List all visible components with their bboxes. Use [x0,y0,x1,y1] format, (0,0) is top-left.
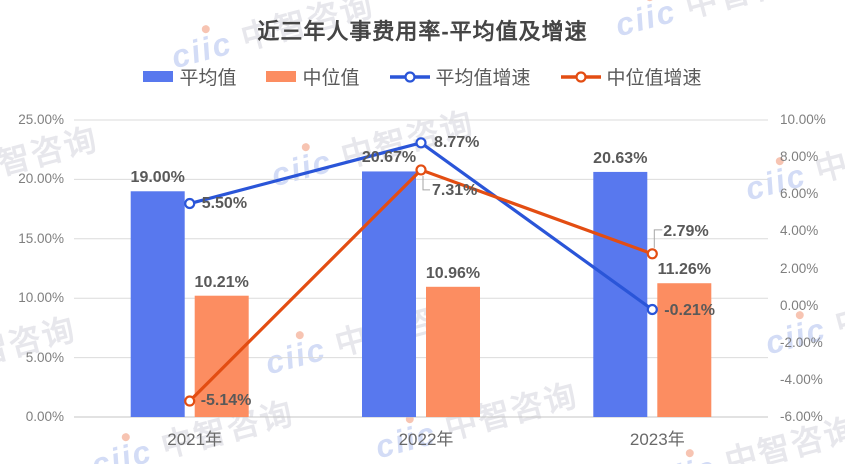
median-growth-point-2021年 [184,395,196,407]
left-axis-tick: 25.00% [18,112,64,127]
x-axis-label: 2022年 [398,430,454,449]
line-value-label: 7.31% [432,181,478,199]
legend-item-median-growth[interactable]: 中位值增速 [560,63,702,90]
average-bar-2022年 [362,171,416,417]
right-axis-tick: 4.00% [780,223,819,239]
bar-value-label: 10.21% [194,273,249,291]
median-bar-2022年 [426,286,480,417]
line-value-label: 2.79% [663,222,709,240]
left-axis-tick: 10.00% [18,290,64,306]
right-axis-tick: 0.00% [780,297,819,313]
legend-swatch-average-bar [143,71,174,82]
median-growth-point-2023年 [646,248,658,260]
average-bar-2021年 [130,191,185,417]
legend-label-median: 中位值 [302,68,360,89]
right-axis-tick: 6.00% [780,186,819,202]
average-growth-point-2021年 [184,197,196,210]
average-growth-point-2023年 [646,303,658,316]
legend-label-average: 平均值 [179,68,237,89]
average-bar-2023年 [593,171,648,417]
legend: 平均值 中位值 平均值增速 中位值增速 [0,63,845,90]
line-value-label: 8.77% [434,133,480,151]
legend-label-median-growth: 中位值增速 [606,68,702,89]
x-axis-label: 2023年 [629,430,685,449]
legend-item-average[interactable]: 平均值 [143,63,236,90]
legend-swatch-median-growth-line [560,70,601,83]
label-leader-line [653,229,663,248]
chart-title: 近三年人事费用率-平均值及增速 [257,19,588,44]
left-axis-tick: 20.00% [18,171,64,187]
left-axis-tick: 5.00% [25,349,64,365]
line-value-label: -0.21% [664,301,715,319]
right-axis-tick: 10.00% [780,112,826,127]
right-axis-tick: -2.00% [780,334,823,350]
median-bar-2021年 [194,295,249,417]
legend-item-average-growth[interactable]: 平均值增速 [389,63,531,90]
legend-swatch-median-bar [266,71,297,82]
x-axis-label: 2021年 [167,430,223,449]
legend-swatch-average-growth-line [389,70,430,83]
median-growth-point-2022年 [415,164,427,176]
legend-label-average-growth: 平均值增速 [435,68,531,89]
average-growth-point-2022年 [415,137,427,149]
line-value-label: 5.50% [201,194,248,212]
label-leader-line [422,175,430,191]
right-axis-tick: -6.00% [780,409,823,424]
left-axis-tick: 15.00% [18,230,64,246]
bar-value-label: 19.00% [130,169,185,187]
left-axis-tick: 0.00% [25,409,64,424]
bar-value-label: 20.67% [361,149,417,167]
right-axis-tick: -4.00% [780,371,823,387]
line-value-label: -5.14% [200,392,252,410]
bar-value-label: 20.63% [593,149,648,167]
right-axis-tick: 2.00% [780,260,819,276]
median-growth-line [188,168,654,403]
right-axis-tick: 8.00% [780,149,819,165]
bar-value-label: 10.96% [425,264,481,282]
median-bar-2023年 [657,283,712,417]
bar-value-label: 11.26% [657,261,711,279]
legend-item-median[interactable]: 中位值 [266,63,360,90]
